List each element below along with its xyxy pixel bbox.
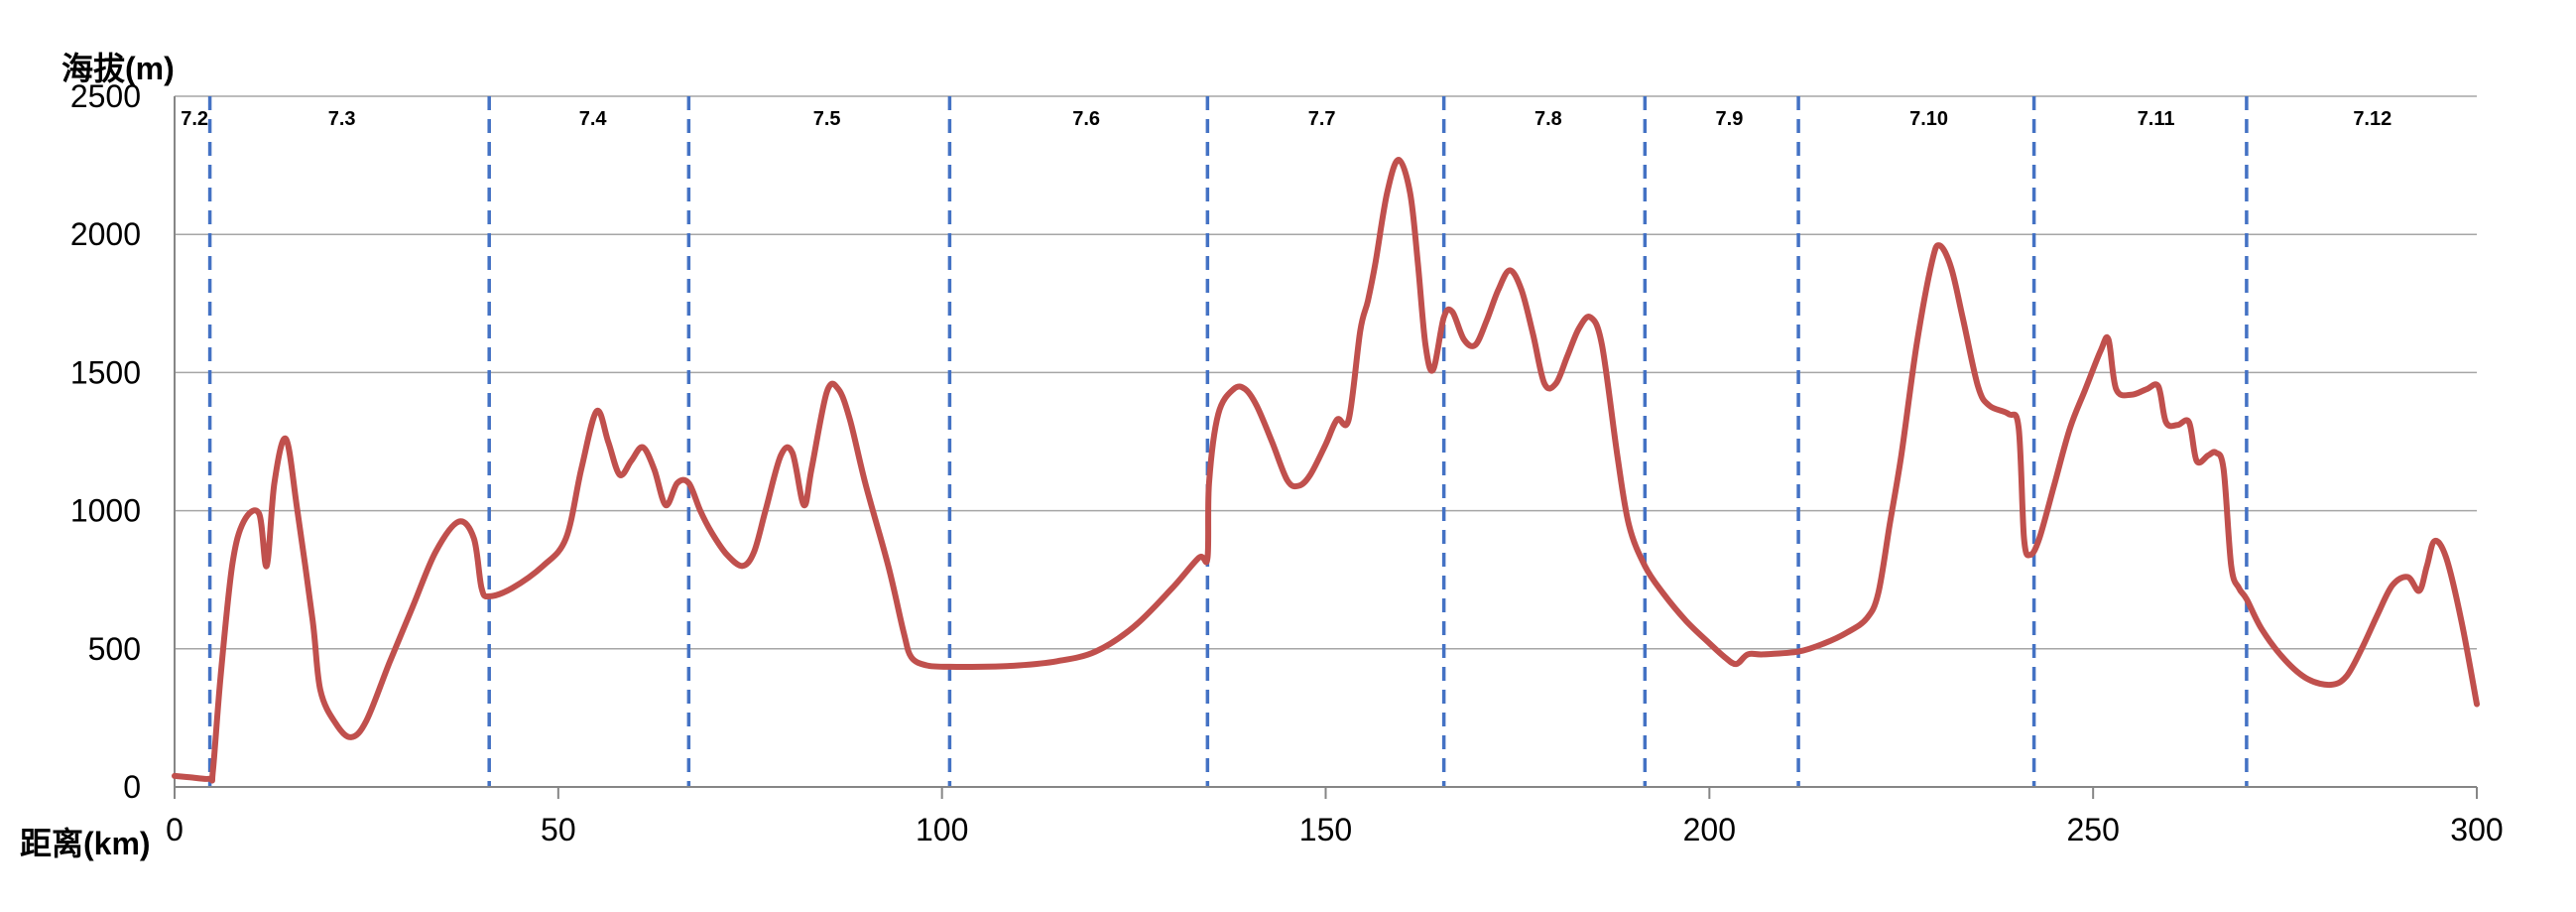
x-tick-label-200: 200 xyxy=(1683,812,1736,847)
x-axis-title: 距离(km) xyxy=(20,826,151,861)
elevation-series-line-0 xyxy=(172,157,2480,784)
day-label-7.9: 7.9 xyxy=(1716,108,1744,130)
day-label-7.8: 7.8 xyxy=(1534,108,1562,130)
day-divider-layer xyxy=(207,96,2249,787)
y-tick-label-2500: 2500 xyxy=(70,78,141,114)
y-tick-label-500: 500 xyxy=(88,631,141,667)
y-tick-label-2000: 2000 xyxy=(70,216,141,252)
y-tick-label-1500: 1500 xyxy=(70,354,141,390)
label-layer: 0 500 1000 1500 2000 2500 0 50 100 150 200 250 300 7.… xyxy=(70,78,2504,847)
x-tick-label-0: 0 xyxy=(166,812,184,847)
x-tick-label-300: 300 xyxy=(2450,812,2503,847)
day-label-7.2: 7.2 xyxy=(181,108,208,130)
y-tick-label-0: 0 xyxy=(123,769,141,805)
y-tick-label-1000: 1000 xyxy=(70,493,141,529)
x-tick-label-100: 100 xyxy=(916,812,968,847)
grid-layer xyxy=(175,95,2477,650)
day-label-7.7: 7.7 xyxy=(1308,108,1336,130)
day-label-7.12: 7.12 xyxy=(2353,108,2392,130)
day-label-7.5: 7.5 xyxy=(813,108,841,130)
day-label-7.4: 7.4 xyxy=(579,108,608,130)
day-label-7.6: 7.6 xyxy=(1072,108,1100,130)
series-layer xyxy=(172,157,2480,784)
day-label-7.11: 7.11 xyxy=(2138,108,2175,130)
day-label-7.10: 7.10 xyxy=(1909,108,1948,130)
x-tick-label-150: 150 xyxy=(1299,812,1352,847)
y-axis-title: 海拔(m) xyxy=(61,51,175,86)
axis-layer xyxy=(174,96,2478,799)
day-label-7.3: 7.3 xyxy=(328,108,356,130)
x-tick-label-50: 50 xyxy=(541,812,576,847)
x-tick-label-250: 250 xyxy=(2066,812,2119,847)
